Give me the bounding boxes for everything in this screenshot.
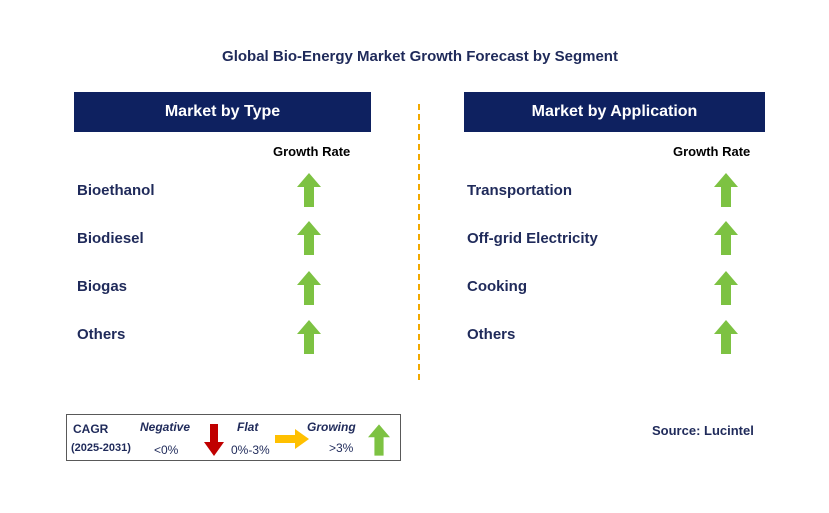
up-arrow-icon bbox=[297, 173, 321, 207]
legend-cagr-label: CAGR bbox=[73, 422, 109, 436]
source-label: Source: Lucintel bbox=[652, 423, 754, 438]
up-arrow-icon bbox=[714, 221, 738, 255]
panel-divider bbox=[418, 104, 420, 380]
type-item-others: Others bbox=[77, 326, 126, 343]
application-item-others: Others bbox=[467, 326, 516, 343]
legend-period-label: (2025-2031) bbox=[71, 442, 131, 454]
legend-negative-label: Negative bbox=[140, 420, 191, 434]
chart-title: Global Bio-Energy Market Growth Forecast… bbox=[222, 48, 618, 65]
type-item-bioethanol: Bioethanol bbox=[77, 182, 155, 199]
up-arrow-icon bbox=[297, 320, 321, 354]
type-growth-rate-label: Growth Rate bbox=[273, 144, 351, 159]
legend-growing-label: Growing bbox=[307, 420, 356, 434]
up-arrow-icon bbox=[368, 424, 390, 456]
legend-growing-range: >3% bbox=[329, 441, 354, 455]
up-arrow-icon bbox=[297, 221, 321, 255]
up-arrow-icon bbox=[297, 271, 321, 305]
up-arrow-icon bbox=[714, 271, 738, 305]
application-growth-rate-label: Growth Rate bbox=[673, 144, 751, 159]
application-panel-header-label: Market by Application bbox=[531, 103, 698, 120]
type-item-biogas: Biogas bbox=[77, 278, 128, 295]
legend-negative-range: <0% bbox=[154, 443, 179, 457]
up-arrow-icon bbox=[714, 173, 738, 207]
legend-flat-label: Flat bbox=[237, 420, 259, 434]
type-panel-header: Market by Type bbox=[74, 92, 371, 132]
type-panel-header-label: Market by Type bbox=[164, 103, 281, 120]
application-item-cooking: Cooking bbox=[467, 278, 527, 295]
down-arrow-icon bbox=[204, 424, 224, 456]
up-arrow-icon bbox=[714, 320, 738, 354]
legend-flat-range: 0%-3% bbox=[231, 443, 270, 457]
application-panel-header: Market by Application bbox=[464, 92, 765, 132]
right-arrow-icon bbox=[275, 429, 309, 449]
type-item-biodiesel: Biodiesel bbox=[77, 230, 144, 247]
application-item-off-grid-electricity: Off-grid Electricity bbox=[467, 230, 598, 247]
application-item-transportation: Transportation bbox=[467, 182, 573, 199]
cagr-legend: CAGR (2025-2031) Negative <0% Flat 0%-3%… bbox=[66, 414, 401, 461]
